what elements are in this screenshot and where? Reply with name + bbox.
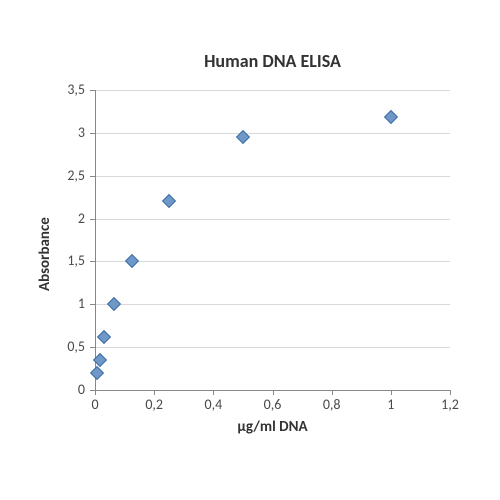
- y-tick-label: 2,5: [55, 169, 85, 183]
- y-tick-label: 1,5: [55, 254, 85, 268]
- chart-canvas: Human DNA ELISA Absorbance µg/ml DNA 0 0,…: [0, 0, 500, 500]
- gridline-horizontal: [95, 133, 450, 134]
- chart-title: Human DNA ELISA: [95, 50, 450, 72]
- x-tick-mark: [213, 390, 214, 395]
- y-tick-label: 3,5: [55, 83, 85, 97]
- x-tick-mark: [154, 390, 155, 395]
- x-tick-label: 1,2: [441, 398, 459, 412]
- x-tick-mark: [391, 390, 392, 395]
- y-tick-label: 2: [55, 212, 85, 226]
- y-tick-label: 1: [55, 297, 85, 311]
- gridline-horizontal: [95, 219, 450, 220]
- x-tick-label: 0,6: [264, 398, 282, 412]
- plot-area: [95, 90, 450, 390]
- x-tick-mark: [95, 390, 96, 395]
- x-tick-mark: [450, 390, 451, 395]
- x-tick-label: 0,2: [145, 398, 163, 412]
- y-tick-label: 0,5: [55, 340, 85, 354]
- gridline-horizontal: [95, 304, 450, 305]
- x-tick-label: 0: [91, 398, 98, 412]
- x-tick-label: 0,8: [323, 398, 341, 412]
- x-tick-mark: [332, 390, 333, 395]
- y-tick-label: 3: [55, 126, 85, 140]
- x-axis-title: µg/ml DNA: [95, 418, 450, 436]
- x-tick-label: 0,4: [204, 398, 222, 412]
- gridline-horizontal: [95, 90, 450, 91]
- x-tick-mark: [273, 390, 274, 395]
- x-tick-label: 1: [387, 398, 394, 412]
- gridline-horizontal: [95, 347, 450, 348]
- y-tick-label: 0: [55, 383, 85, 397]
- y-axis-line: [95, 90, 96, 390]
- gridline-horizontal: [95, 261, 450, 262]
- y-axis-title: Absorbance: [36, 191, 54, 291]
- gridline-horizontal: [95, 176, 450, 177]
